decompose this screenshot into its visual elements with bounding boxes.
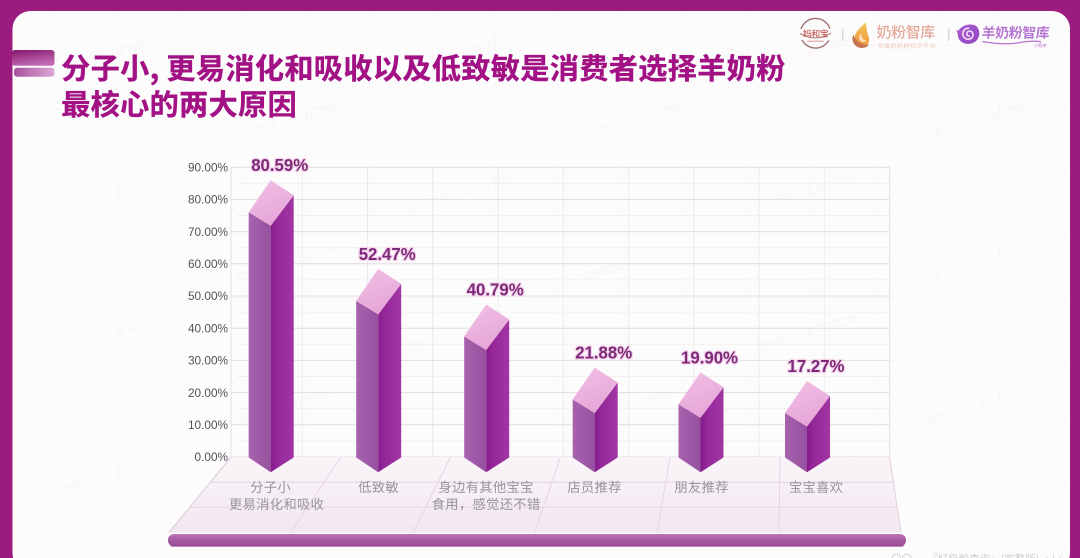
svg-text:52.47%: 52.47% [359, 244, 416, 264]
svg-text:0.00%: 0.00% [195, 450, 229, 464]
svg-text:50.00%: 50.00% [188, 289, 229, 303]
svg-text:19.90%: 19.90% [681, 347, 738, 367]
svg-text:10.00%: 10.00% [188, 418, 229, 432]
svg-text:90.00%: 90.00% [188, 160, 229, 174]
svg-text:30.00%: 30.00% [188, 354, 229, 368]
svg-text:21.88%: 21.88% [575, 343, 632, 363]
svg-text:17.27%: 17.27% [788, 356, 845, 376]
svg-text:40.00%: 40.00% [188, 321, 229, 335]
svg-text:80.00%: 80.00% [188, 193, 229, 207]
svg-text:80.59%: 80.59% [251, 155, 308, 175]
svg-text:20.00%: 20.00% [188, 386, 229, 400]
svg-text:40.79%: 40.79% [467, 280, 524, 300]
svg-text:60.00%: 60.00% [188, 257, 229, 271]
svg-text:70.00%: 70.00% [188, 225, 229, 239]
